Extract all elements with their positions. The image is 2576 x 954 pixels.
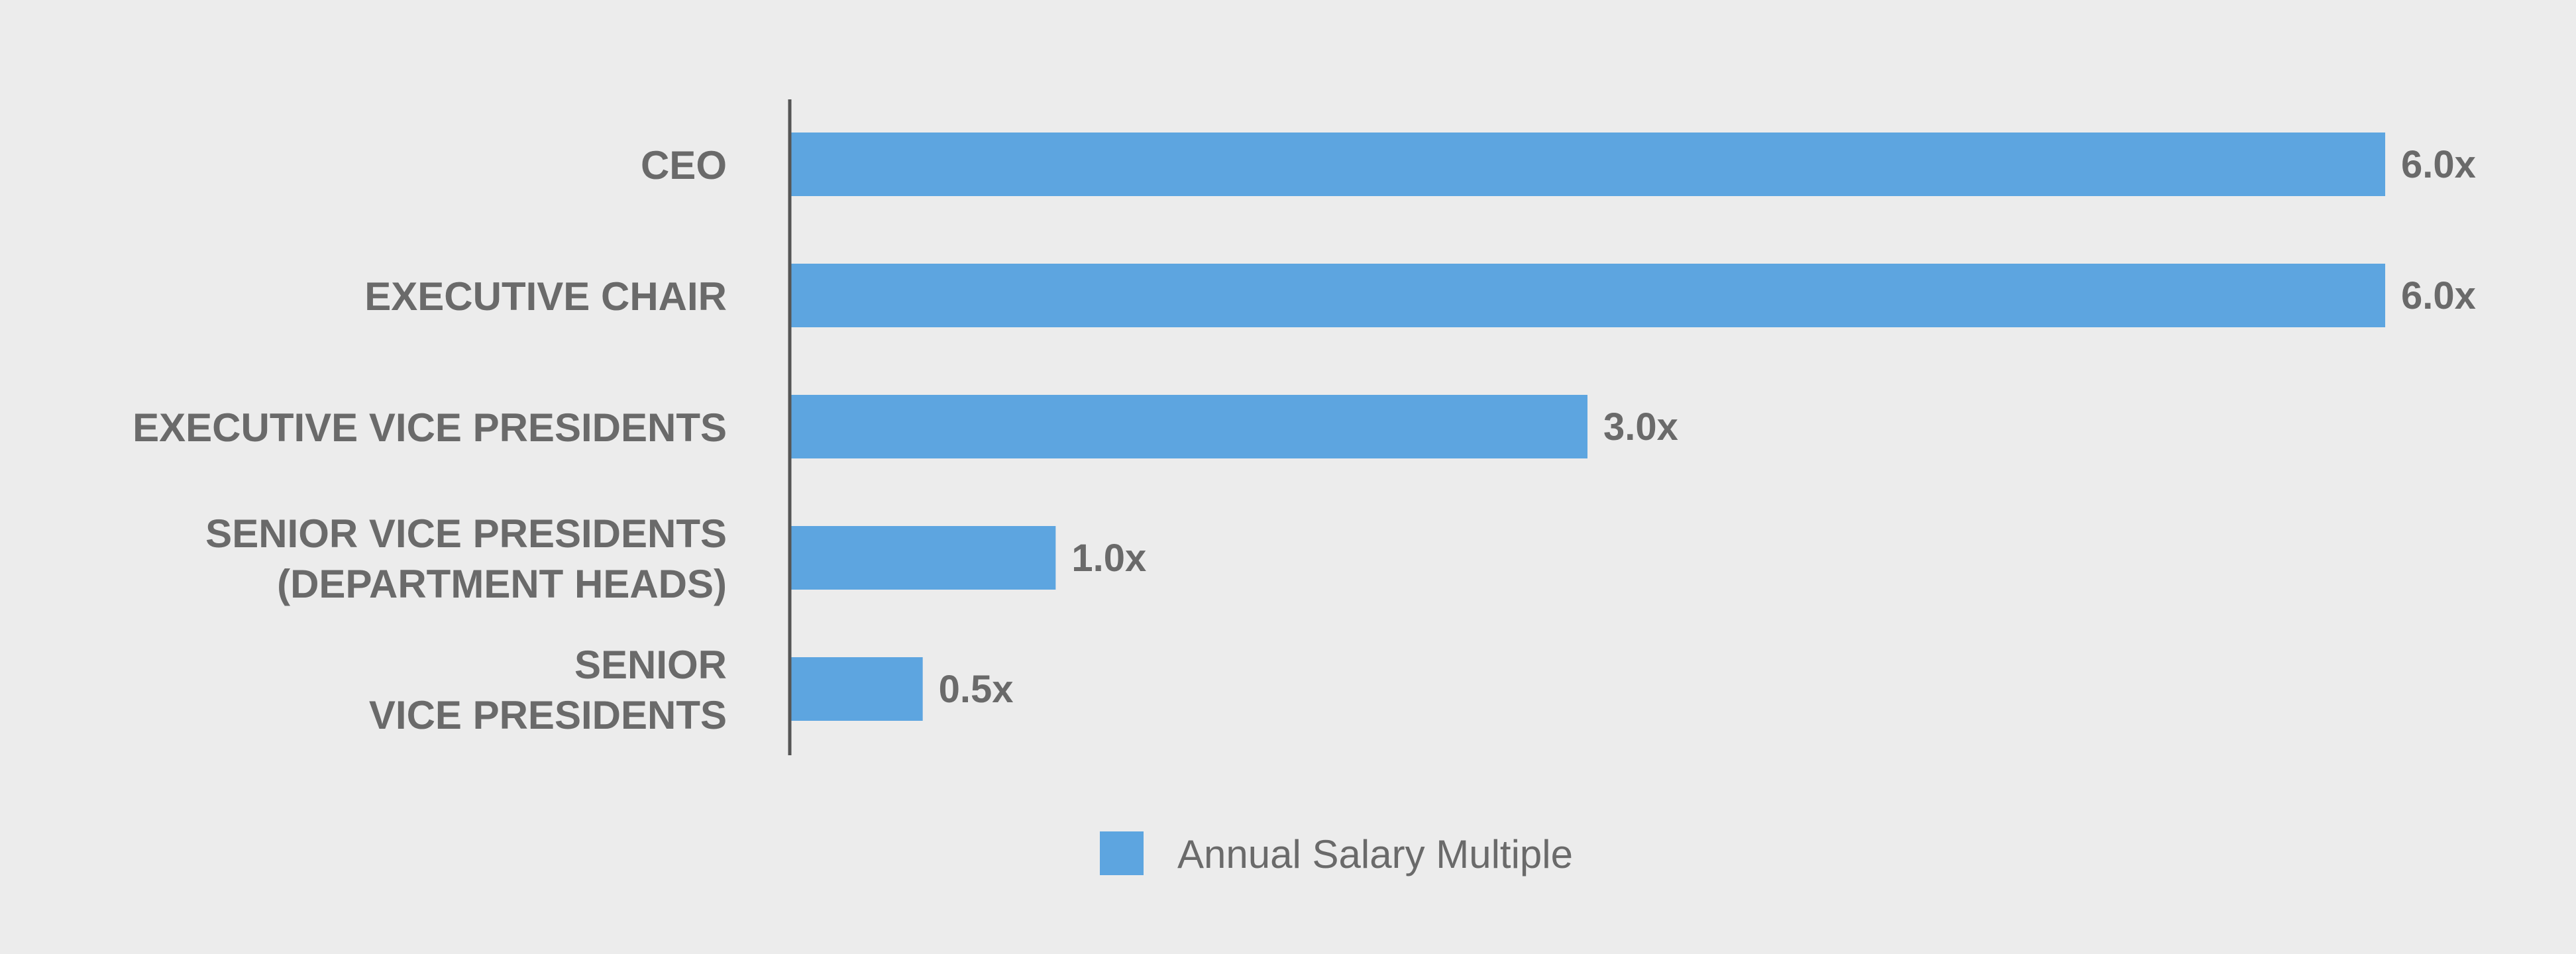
category-label: EXECUTIVE VICE PRESIDENTS: [133, 405, 727, 450]
value-labels: 6.0x 6.0x 3.0x 1.0x 0.5x: [939, 143, 2476, 711]
category-label: CEO: [641, 143, 727, 187]
value-label: 1.0x: [1071, 537, 1146, 580]
category-label: SENIOR VICE PRESIDENTS: [205, 511, 727, 556]
bar: [790, 526, 1056, 590]
bar: [790, 264, 2385, 327]
bars: [790, 132, 2385, 721]
bar: [790, 395, 1587, 458]
category-label: SENIOR: [574, 643, 727, 687]
bar: [790, 132, 2385, 196]
value-label: 6.0x: [2401, 143, 2476, 186]
value-label: 0.5x: [939, 668, 1014, 711]
bar: [790, 657, 923, 721]
value-label: 6.0x: [2401, 274, 2476, 317]
legend: Annual Salary Multiple: [1100, 831, 1573, 876]
category-label: VICE PRESIDENTS: [369, 693, 727, 737]
value-label: 3.0x: [1603, 405, 1678, 449]
legend-label: Annual Salary Multiple: [1177, 832, 1573, 876]
legend-swatch: [1100, 831, 1144, 875]
category-label: (DEPARTMENT HEADS): [277, 562, 727, 606]
category-labels: CEO EXECUTIVE CHAIR EXECUTIVE VICE PRESIDE…: [133, 143, 727, 737]
category-label: EXECUTIVE CHAIR: [364, 274, 727, 319]
